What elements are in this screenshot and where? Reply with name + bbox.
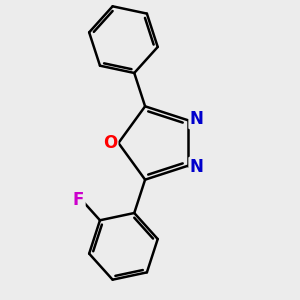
Text: N: N — [190, 158, 204, 176]
Text: F: F — [73, 191, 84, 209]
Text: N: N — [190, 110, 204, 128]
Text: O: O — [103, 134, 117, 152]
